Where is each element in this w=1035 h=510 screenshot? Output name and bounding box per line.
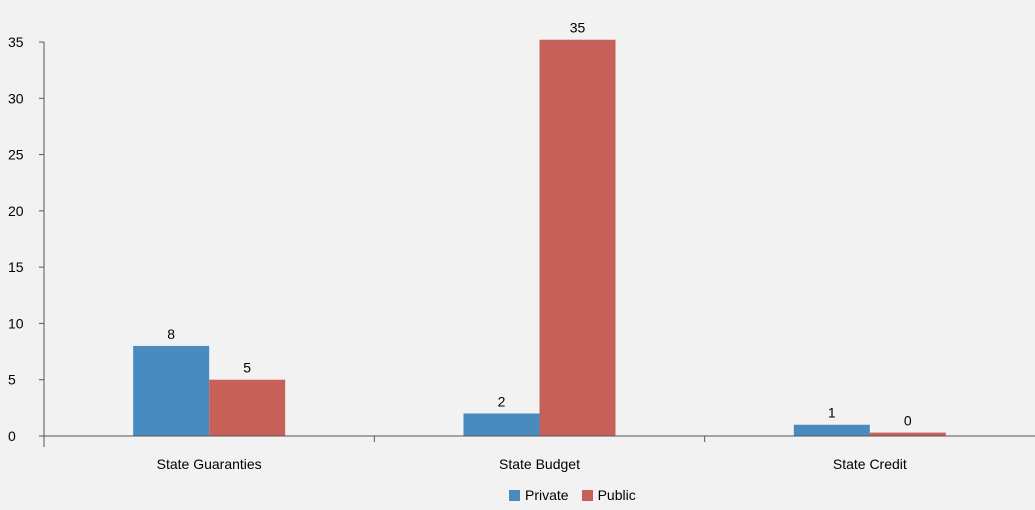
bar-private bbox=[463, 413, 540, 436]
bars-group bbox=[133, 39, 946, 437]
legend-item-private: Private bbox=[509, 487, 569, 503]
y-tick-label: 15 bbox=[8, 259, 24, 275]
y-tick-label: 30 bbox=[8, 90, 24, 106]
bar-private bbox=[133, 345, 210, 436]
legend-label-public: Public bbox=[597, 487, 636, 503]
legend-swatch-public bbox=[581, 489, 593, 501]
legend: Private Public bbox=[509, 487, 649, 503]
y-tick-label: 20 bbox=[8, 203, 24, 219]
bar-public bbox=[539, 39, 616, 437]
bar-value-label: 0 bbox=[904, 413, 912, 429]
y-tick-label: 5 bbox=[8, 372, 16, 388]
x-tick-label: State Budget bbox=[499, 456, 580, 472]
x-axis-ticks bbox=[373, 436, 706, 442]
y-tick-label: 10 bbox=[8, 315, 24, 331]
bar-private bbox=[793, 424, 870, 436]
bar-value-label: 8 bbox=[167, 326, 175, 342]
bar-public bbox=[209, 379, 286, 436]
bar-labels-group: 8 5 2 35 1 0 bbox=[167, 20, 912, 429]
y-tick-label: 25 bbox=[8, 147, 24, 163]
x-axis-labels: State Guaranties State Budget State Credit bbox=[157, 456, 907, 472]
y-tick-label: 35 bbox=[8, 34, 24, 50]
x-tick-label: State Credit bbox=[833, 456, 907, 472]
bar-value-label: 35 bbox=[570, 20, 586, 36]
y-axis-ticks: 0 5 10 15 20 25 30 35 bbox=[8, 34, 44, 444]
legend-label-private: Private bbox=[525, 487, 569, 503]
bar-value-label: 2 bbox=[498, 393, 506, 409]
x-tick-label: State Guaranties bbox=[157, 456, 262, 472]
legend-swatch-private bbox=[509, 489, 520, 501]
legend-item-public: Public bbox=[581, 487, 636, 503]
bar-public bbox=[869, 432, 946, 436]
y-tick-label: 0 bbox=[8, 428, 16, 444]
bar-value-label: 5 bbox=[243, 360, 251, 376]
bar-value-label: 1 bbox=[828, 405, 836, 421]
